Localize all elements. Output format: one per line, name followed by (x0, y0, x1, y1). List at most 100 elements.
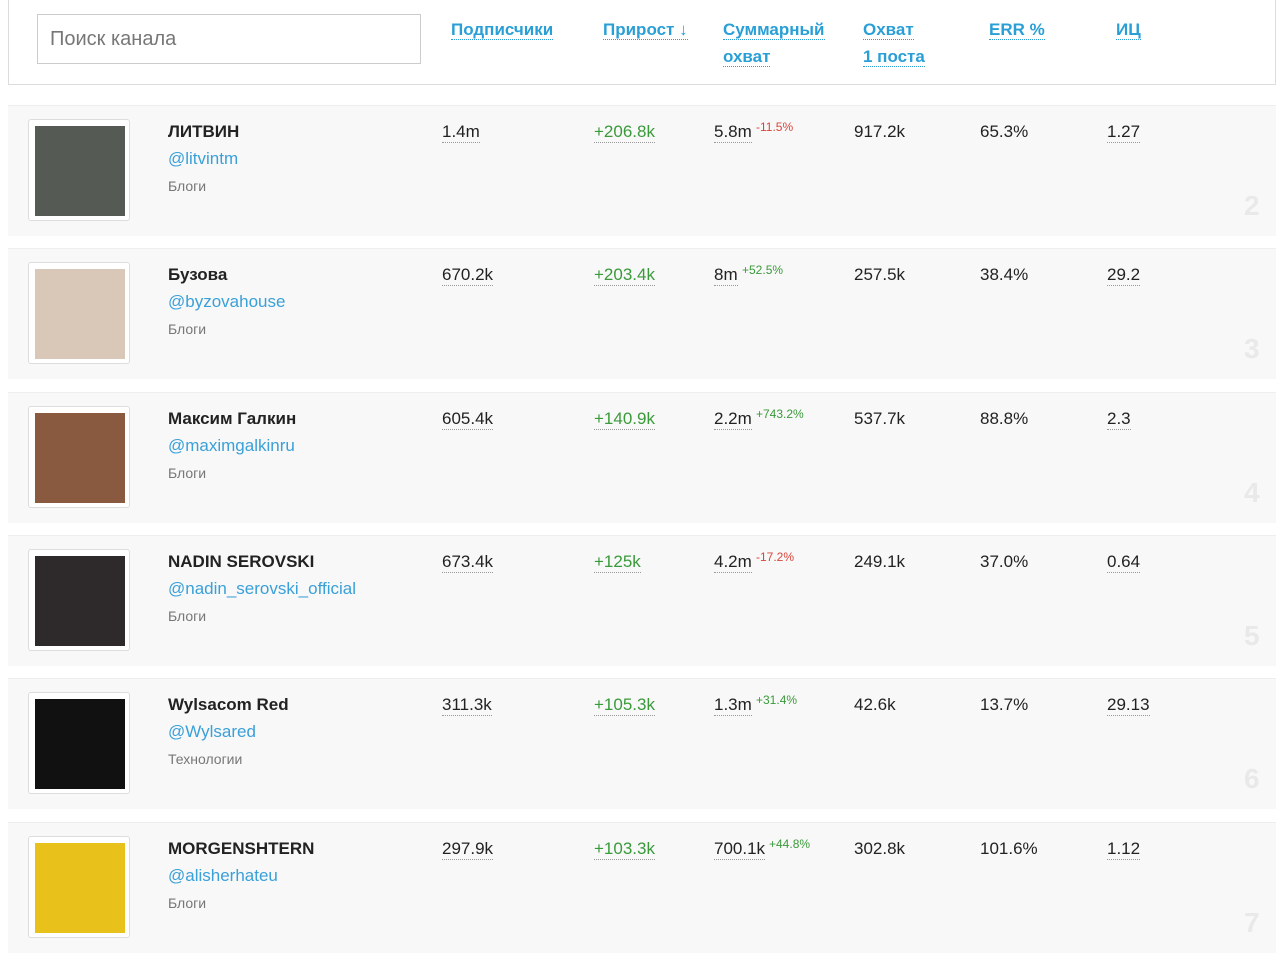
avatar-image (35, 126, 125, 216)
channel-category: Блоги (168, 178, 207, 194)
channel-row[interactable]: Максим Галкин @maximgalkinru Блоги 605.4k +1… (8, 391, 1276, 523)
header-line[interactable]: Подписчики (451, 16, 554, 43)
post-reach: 249.1k (854, 551, 906, 571)
channel-category: Блоги (168, 894, 207, 911)
column-header[interactable]: ИЦ (1116, 16, 1141, 43)
subscribers: 673.4k (442, 551, 494, 573)
channel-row[interactable]: Wylsacom Red @Wylsared Технологии 311.3k +10… (8, 678, 1276, 810)
channel-handle[interactable]: @litvintm (168, 149, 239, 168)
header-text[interactable]: Охват (863, 20, 914, 40)
channel-name[interactable]: Максим Галкин (168, 408, 297, 428)
ic: 1.12 (1107, 838, 1141, 860)
rank: 7 (1244, 906, 1260, 938)
avatar-image (35, 842, 125, 933)
subscribers: 1.4m (442, 122, 480, 143)
header-text[interactable]: ERR % (989, 20, 1045, 40)
header-line[interactable]: Охват (863, 16, 925, 43)
header-line[interactable]: ИЦ (1116, 16, 1141, 43)
header-line[interactable]: Суммарный (723, 16, 825, 43)
avatar[interactable] (28, 262, 130, 365)
avatar-image (35, 699, 125, 790)
reach-change: +44.8% (769, 836, 811, 851)
header-line[interactable]: 1 поста (863, 43, 925, 70)
channel-name[interactable]: Бузова (168, 265, 228, 285)
column-header[interactable]: Прирост ↓ (603, 16, 688, 43)
reach-change: -17.2% (756, 549, 795, 564)
header-text[interactable]: Суммарный (723, 20, 825, 40)
avatar[interactable] (28, 548, 130, 651)
channel-name[interactable]: MORGENSHTERN (168, 838, 315, 858)
channel-handle[interactable]: @nadin_serovski_official (168, 578, 356, 598)
avatar[interactable] (28, 692, 130, 795)
header-text[interactable]: ИЦ (1116, 20, 1141, 40)
err: 38.4% (980, 265, 1029, 285)
avatar[interactable] (28, 119, 130, 221)
reach-change: -11.5% (756, 120, 794, 134)
ic: 1.27 (1107, 122, 1141, 143)
post-reach: 257.5k (854, 265, 906, 285)
err: 13.7% (980, 695, 1029, 715)
reach: 5.8m (714, 122, 752, 143)
channel-row[interactable]: ЛИТВИН @litvintm Блоги 1.4m +206.8k 5.8m -11.5… (8, 105, 1276, 236)
growth: +140.9k (594, 408, 655, 430)
column-header[interactable]: ERR % (989, 16, 1045, 43)
subscribers: 605.4k (442, 408, 494, 430)
err: 88.8% (980, 408, 1029, 428)
post-reach: 537.7k (854, 408, 906, 428)
rank: 5 (1244, 619, 1260, 651)
reach: 4.2m (714, 551, 752, 573)
ic: 0.64 (1107, 551, 1141, 573)
ic: 29.2 (1107, 265, 1141, 287)
column-header[interactable]: Суммарный охват (723, 16, 825, 70)
channel-handle[interactable]: @byzovahouse (168, 292, 286, 312)
reach: 700.1k (714, 838, 766, 860)
header-text[interactable]: охват (723, 47, 771, 67)
channel-row[interactable]: MORGENSHTERN @alisherhateu Блоги 297.9k +103… (8, 821, 1276, 953)
reach: 8m (714, 265, 738, 287)
subscribers: 297.9k (442, 838, 494, 860)
growth: +206.8k (594, 122, 655, 143)
rank: 6 (1244, 763, 1260, 795)
header-text[interactable]: Прирост ↓ (603, 20, 688, 40)
column-header[interactable]: Подписчики (451, 16, 554, 43)
subscribers: 670.2k (442, 265, 494, 287)
channel-name[interactable]: ЛИТВИН (168, 122, 240, 141)
column-header[interactable]: Охват 1 поста (863, 16, 925, 70)
reach: 1.3m (714, 695, 752, 717)
growth: +103.3k (594, 838, 655, 860)
rank: 4 (1244, 476, 1260, 508)
growth: +203.4k (594, 265, 655, 287)
header-text[interactable]: Подписчики (451, 20, 554, 40)
header-text[interactable]: 1 поста (863, 47, 925, 67)
header-line[interactable]: ERR % (989, 16, 1045, 43)
avatar[interactable] (28, 835, 130, 938)
channel-handle[interactable]: @alisherhateu (168, 865, 278, 885)
channel-row[interactable]: Бузова @byzovahouse Блоги 670.2k +203.4k 8m +5… (8, 248, 1276, 380)
channel-name[interactable]: NADIN SEROVSKI (168, 551, 315, 571)
channel-row[interactable]: NADIN SEROVSKI @nadin_serovski_official Бл… (8, 534, 1276, 666)
reach: 2.2m (714, 408, 752, 430)
subscribers: 311.3k (442, 695, 492, 717)
err: 37.0% (980, 551, 1029, 571)
post-reach: 302.8k (854, 838, 906, 858)
post-reach: 42.6k (854, 695, 896, 715)
channel-name[interactable]: Wylsacom Red (168, 695, 289, 715)
avatar-image (35, 555, 125, 646)
header-line[interactable]: охват (723, 43, 825, 70)
reach-change: +52.5% (742, 263, 784, 278)
growth: +105.3k (594, 695, 655, 717)
ic: 29.13 (1107, 695, 1150, 717)
post-reach: 917.2k (854, 122, 906, 141)
channel-category: Блоги (168, 607, 207, 624)
err: 101.6% (980, 838, 1038, 858)
header-line[interactable]: Прирост ↓ (603, 16, 688, 43)
search-input[interactable]: Поиск канала (37, 14, 421, 64)
rank: 2 (1244, 190, 1260, 221)
avatar[interactable] (28, 405, 130, 508)
reach-change: +31.4% (756, 693, 798, 708)
channel-handle[interactable]: @maximgalkinru (168, 435, 295, 455)
rank: 3 (1244, 333, 1260, 365)
channel-handle[interactable]: @Wylsared (168, 722, 256, 742)
channel-category: Блоги (168, 321, 207, 338)
